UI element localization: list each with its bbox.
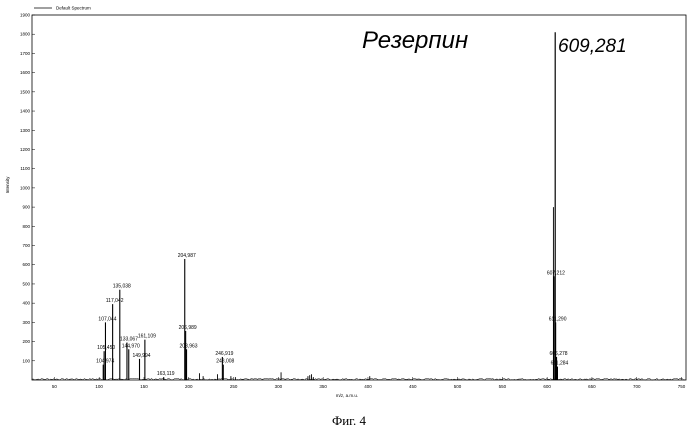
peak-label: 246,919	[215, 351, 233, 357]
figure-caption: Фиг. 4	[332, 413, 367, 428]
y-tick-label: 1500	[20, 89, 31, 94]
x-tick-label: 200	[185, 384, 193, 389]
chart-axes	[32, 15, 686, 380]
peak-label: 206,989	[179, 325, 197, 331]
peak-label: 611,284	[551, 361, 569, 367]
peak-label: 117,042	[106, 298, 124, 304]
y-tick-label: 900	[22, 205, 30, 210]
x-axis-label: m/z, a.m.u.	[336, 393, 358, 398]
y-tick-label: 700	[22, 243, 30, 248]
x-tick-label: 250	[230, 384, 238, 389]
peak-label: 149,994	[132, 353, 150, 359]
y-tick-label: 1600	[20, 70, 31, 75]
x-tick-label: 400	[364, 384, 372, 389]
peak-label: 163,119	[157, 371, 175, 377]
y-tick-label: 1300	[20, 128, 31, 133]
y-tick-label: 1100	[20, 166, 30, 171]
y-tick-label: 100	[22, 358, 30, 363]
y-tick-label: 200	[22, 339, 30, 344]
peak-series	[103, 32, 557, 380]
legend-entry: Default Spectrum	[56, 6, 91, 11]
peak-label: 611,290	[549, 316, 567, 322]
y-axis-ticks: 100 200 300 400 500 600 700 800 900 1000 1100 1200 1…	[20, 13, 35, 364]
plot-frame	[32, 15, 686, 380]
y-tick-label: 300	[22, 320, 30, 325]
peak-label: 104,974	[96, 359, 114, 365]
y-tick-label: 400	[22, 301, 30, 306]
y-tick-label: 500	[22, 281, 30, 286]
x-tick-label: 450	[409, 384, 417, 389]
x-tick-label: 550	[499, 384, 507, 389]
peak-label: 204,987	[178, 253, 196, 259]
x-tick-label: 750	[678, 384, 686, 389]
y-tick-label: 1700	[20, 51, 31, 56]
x-tick-label: 700	[633, 384, 641, 389]
y-tick-label: 1800	[20, 32, 31, 37]
x-tick-label: 350	[319, 384, 327, 389]
y-tick-label: 1000	[20, 185, 31, 190]
x-tick-label: 300	[275, 384, 283, 389]
peak-label: 208,963	[180, 343, 198, 349]
main-peak-label: 609,281	[558, 36, 627, 57]
y-tick-label: 600	[22, 262, 30, 267]
peak-label: 606,278	[550, 351, 568, 357]
peak-label: 248,008	[216, 359, 234, 365]
chart-title: Резерпин	[362, 27, 468, 54]
x-tick-label: 600	[543, 384, 551, 389]
y-tick-label: 800	[22, 224, 30, 229]
x-tick-label: 100	[95, 384, 103, 389]
peak-label: 105,450	[97, 345, 115, 351]
peak-label: 107,044	[98, 316, 116, 322]
peak-labels: 104,974 105,450 107,044 117,042 135,038 133,0…	[96, 253, 568, 377]
x-tick-label: 650	[588, 384, 596, 389]
y-axis-label: Intensity	[5, 176, 10, 194]
peak-label: 135,038	[113, 284, 131, 290]
peak-label: 144,970	[122, 343, 140, 349]
x-tick-label: 50	[52, 384, 58, 389]
peak-label: 161,109	[138, 334, 156, 340]
peak-label: 133,067	[120, 337, 138, 343]
y-tick-label: 1200	[20, 147, 31, 152]
y-tick-label: 1900	[20, 13, 31, 18]
x-tick-label: 150	[140, 384, 148, 389]
y-tick-label: 1400	[20, 109, 31, 114]
peak-label: 607,212	[547, 270, 565, 276]
x-tick-label: 500	[454, 384, 462, 389]
